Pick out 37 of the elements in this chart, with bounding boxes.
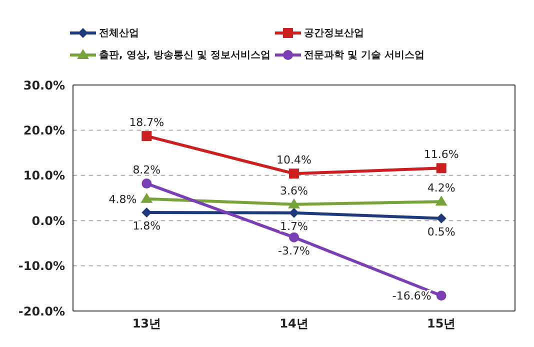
point: [436, 163, 446, 174]
y-tick-label: -20.0%: [18, 304, 65, 318]
point: [435, 196, 448, 206]
data-label: 1.7%: [280, 220, 308, 233]
data-label: -3.7%: [278, 244, 310, 258]
data-label: 3.6%: [280, 184, 308, 198]
legend-label: 전체산업: [99, 27, 139, 40]
data-label: 4.2%: [427, 182, 456, 195]
data-label: 18.7%: [129, 116, 164, 130]
x-tick-label: 14년: [280, 316, 308, 331]
data-label: 4.8%: [108, 192, 137, 206]
point: [289, 232, 299, 242]
legend-label: 전문과학 및 기술 서비스업: [304, 49, 424, 62]
legend-label: 공간정보산업: [304, 27, 364, 40]
data-label: 11.6%: [424, 148, 459, 162]
point: [140, 192, 153, 203]
data-label: 1.8%: [132, 219, 161, 232]
data-label: 8.2%: [132, 164, 161, 177]
point: [142, 131, 152, 142]
y-tick-label: 0.0%: [32, 214, 65, 228]
y-tick-label: 30.0%: [23, 78, 65, 92]
point: [288, 198, 300, 208]
point: [436, 213, 446, 224]
legend-label: 출판, 영상, 방송통신 및 정보서비스업: [99, 49, 271, 62]
point: [436, 290, 446, 301]
point: [142, 178, 152, 189]
data-label: -16.6%: [392, 290, 432, 303]
point: [289, 208, 299, 218]
x-tick-label: 15년: [426, 316, 456, 331]
data-label: 10.4%: [276, 154, 312, 167]
y-tick-label: -10.0%: [18, 259, 65, 274]
point: [142, 207, 152, 218]
y-tick-label: 10.0%: [23, 168, 65, 183]
data-label: 0.5%: [427, 225, 456, 238]
point: [289, 168, 299, 179]
y-tick-label: 20.0%: [23, 123, 65, 138]
x-tick-label: 13년: [132, 316, 162, 331]
